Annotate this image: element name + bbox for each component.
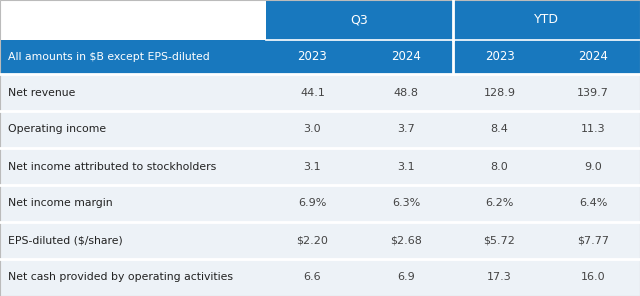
FancyBboxPatch shape <box>0 74 640 111</box>
Text: Net income margin: Net income margin <box>8 199 112 208</box>
FancyBboxPatch shape <box>0 111 640 148</box>
Text: 8.4: 8.4 <box>491 125 508 134</box>
FancyBboxPatch shape <box>266 0 452 40</box>
Text: 128.9: 128.9 <box>484 88 516 97</box>
FancyBboxPatch shape <box>452 0 640 40</box>
FancyBboxPatch shape <box>0 259 640 296</box>
FancyBboxPatch shape <box>0 40 640 74</box>
Text: 6.2%: 6.2% <box>485 199 514 208</box>
Text: 44.1: 44.1 <box>300 88 325 97</box>
Text: YTD: YTD <box>534 14 559 26</box>
Text: 2024: 2024 <box>391 51 421 63</box>
Text: Net income attributed to stockholders: Net income attributed to stockholders <box>8 162 216 171</box>
Text: Net revenue: Net revenue <box>8 88 75 97</box>
Text: 6.9%: 6.9% <box>298 199 326 208</box>
Text: 6.6: 6.6 <box>303 273 321 282</box>
Text: 3.1: 3.1 <box>397 162 415 171</box>
Text: 2024: 2024 <box>578 51 608 63</box>
Text: $7.77: $7.77 <box>577 236 609 245</box>
Text: 3.0: 3.0 <box>303 125 321 134</box>
FancyBboxPatch shape <box>0 222 640 259</box>
Text: 3.7: 3.7 <box>397 125 415 134</box>
Text: $2.20: $2.20 <box>296 236 328 245</box>
Text: 9.0: 9.0 <box>584 162 602 171</box>
Text: 6.9: 6.9 <box>397 273 415 282</box>
Text: 17.3: 17.3 <box>487 273 512 282</box>
Text: 139.7: 139.7 <box>577 88 609 97</box>
Text: 3.1: 3.1 <box>303 162 321 171</box>
Text: 16.0: 16.0 <box>580 273 605 282</box>
Text: 11.3: 11.3 <box>580 125 605 134</box>
Text: Q3: Q3 <box>350 14 368 26</box>
FancyBboxPatch shape <box>0 185 640 222</box>
Text: 2023: 2023 <box>484 51 515 63</box>
FancyBboxPatch shape <box>0 148 640 185</box>
Text: All amounts in $B except EPS-diluted: All amounts in $B except EPS-diluted <box>8 52 209 62</box>
Text: $2.68: $2.68 <box>390 236 422 245</box>
Text: 48.8: 48.8 <box>394 88 419 97</box>
Text: 8.0: 8.0 <box>491 162 508 171</box>
Text: 6.3%: 6.3% <box>392 199 420 208</box>
Text: Operating income: Operating income <box>8 125 106 134</box>
Text: $5.72: $5.72 <box>484 236 515 245</box>
Text: EPS-diluted ($/share): EPS-diluted ($/share) <box>8 236 122 245</box>
Text: 2023: 2023 <box>298 51 327 63</box>
FancyBboxPatch shape <box>0 0 266 40</box>
Text: Net cash provided by operating activities: Net cash provided by operating activitie… <box>8 273 233 282</box>
Text: 6.4%: 6.4% <box>579 199 607 208</box>
